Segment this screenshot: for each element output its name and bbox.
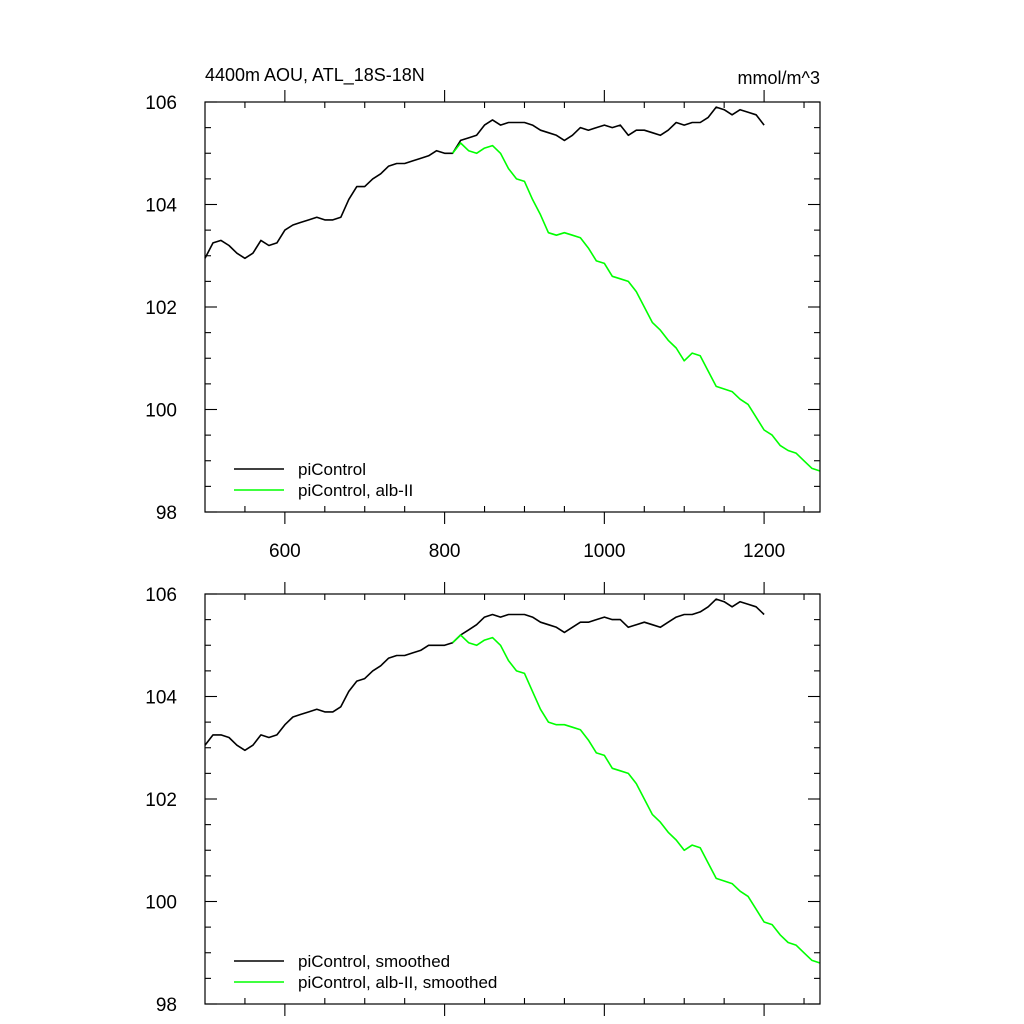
bottom-axis-ticks bbox=[205, 582, 820, 1016]
y-tick-label: 106 bbox=[145, 585, 177, 606]
y-tick-label: 100 bbox=[145, 893, 177, 914]
y-tick-label: 98 bbox=[156, 503, 177, 524]
y-tick-label: 100 bbox=[145, 401, 177, 422]
bottom-axis-tick-labels: 98 100 102 104 106 bbox=[145, 585, 177, 1016]
series-line-alb-ii bbox=[452, 634, 821, 964]
y-tick-label: 102 bbox=[145, 790, 177, 811]
y-tick-label: 102 bbox=[145, 298, 177, 319]
x-tick-label: 1200 bbox=[743, 541, 785, 562]
top-plot-frame bbox=[204, 101, 821, 513]
y-tick-label: 106 bbox=[145, 93, 177, 114]
top-chart-units: mmol/m^3 bbox=[738, 68, 820, 88]
bottom-series-lines bbox=[204, 598, 821, 964]
y-tick-label: 98 bbox=[156, 995, 177, 1016]
top-axis-tick-labels: 98 100 102 104 106 600 800 1000 1200 bbox=[145, 93, 785, 562]
top-legend-label-picontrol: piControl bbox=[298, 460, 366, 479]
bottom-legend: piControl, smoothed piControl, alb-II, s… bbox=[234, 952, 497, 992]
x-tick-label: 600 bbox=[269, 541, 301, 562]
x-tick-label: 1000 bbox=[583, 541, 625, 562]
top-axis-ticks bbox=[205, 90, 820, 524]
bottom-legend-label-picontrol-smoothed: piControl, smoothed bbox=[298, 952, 450, 971]
top-series-lines bbox=[204, 106, 821, 472]
top-legend-label-alb-ii: piControl, alb-II bbox=[298, 481, 413, 500]
series-line-picontrol bbox=[204, 598, 765, 752]
series-line-picontrol bbox=[204, 106, 765, 260]
top-legend: piControl piControl, alb-II bbox=[234, 460, 413, 500]
y-tick-label: 104 bbox=[145, 688, 177, 709]
x-tick-label: 800 bbox=[429, 541, 461, 562]
y-tick-label: 104 bbox=[145, 196, 177, 217]
bottom-panel: 98 100 102 104 106 piControl, smoothed piCon… bbox=[145, 582, 821, 1016]
series-line-alb-ii bbox=[451, 142, 821, 472]
top-panel: 4400m AOU, ATL_18S-18N mmol/m^3 98 100 102… bbox=[145, 65, 821, 562]
bottom-plot-frame bbox=[204, 593, 821, 1005]
top-chart-title: 4400m AOU, ATL_18S-18N bbox=[205, 65, 425, 86]
bottom-legend-label-alb-ii-smoothed: piControl, alb-II, smoothed bbox=[298, 973, 497, 992]
